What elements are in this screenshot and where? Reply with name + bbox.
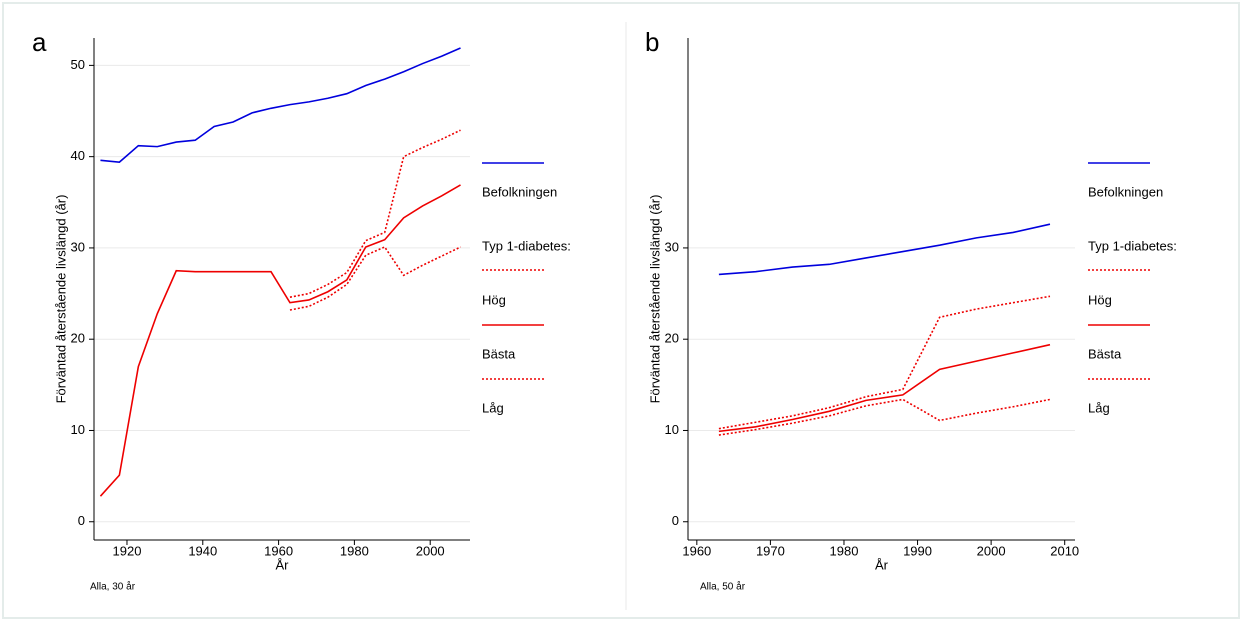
y-tick-label: 0	[672, 513, 679, 528]
y-axis-label: Förväntad återstående livslängd (år)	[53, 195, 68, 404]
x-tick-label: 1920	[113, 543, 142, 558]
legend-label: Bästa	[482, 346, 516, 361]
x-tick-label: 1980	[830, 543, 859, 558]
y-tick-label: 40	[71, 148, 85, 163]
x-axis-label: År	[276, 557, 290, 572]
series-line	[100, 47, 461, 163]
series-line	[718, 223, 1051, 276]
x-tick-label: 2010	[1050, 543, 1079, 558]
series-line	[718, 295, 1051, 430]
y-tick-label: 20	[71, 331, 85, 346]
x-tick-label: 1980	[340, 543, 369, 558]
legend-label: Hög	[482, 292, 506, 307]
y-tick-label: 10	[71, 422, 85, 437]
note: Alla, 50 år	[700, 581, 746, 593]
legend-label: Låg	[1088, 400, 1110, 415]
x-tick-label: 2000	[977, 543, 1006, 558]
x-tick-label: 1960	[264, 543, 293, 558]
y-tick-label: 50	[71, 57, 85, 72]
legend-label: Bästa	[1088, 346, 1122, 361]
y-tick-label: 30	[665, 239, 679, 254]
x-axis-label: År	[875, 557, 889, 572]
y-axis-label: Förväntad återstående livslängd (år)	[647, 195, 662, 404]
panel-label: a	[32, 27, 47, 57]
legend-title: Typ 1-diabetes:	[482, 238, 571, 253]
y-tick-label: 30	[71, 239, 85, 254]
y-tick-label: 20	[665, 331, 679, 346]
legend-label: Hög	[1088, 292, 1112, 307]
x-tick-label: 1940	[188, 543, 217, 558]
series-line	[718, 343, 1051, 433]
panel-label: b	[645, 27, 659, 57]
note: Alla, 30 år	[90, 581, 136, 593]
series-line	[99, 184, 461, 497]
y-tick-label: 0	[78, 513, 85, 528]
x-tick-label: 1970	[756, 543, 785, 558]
series-line	[289, 129, 461, 299]
legend-label: Befolkningen	[482, 184, 557, 199]
x-tick-label: 1960	[682, 543, 711, 558]
legend-label: Befolkningen	[1088, 184, 1163, 199]
legend-title: Typ 1-diabetes:	[1088, 238, 1177, 253]
x-tick-label: 2000	[416, 543, 445, 558]
y-tick-label: 10	[665, 422, 679, 437]
x-tick-label: 1990	[903, 543, 932, 558]
legend-label: Låg	[482, 400, 504, 415]
series-line	[718, 398, 1051, 436]
series-line	[289, 246, 461, 311]
